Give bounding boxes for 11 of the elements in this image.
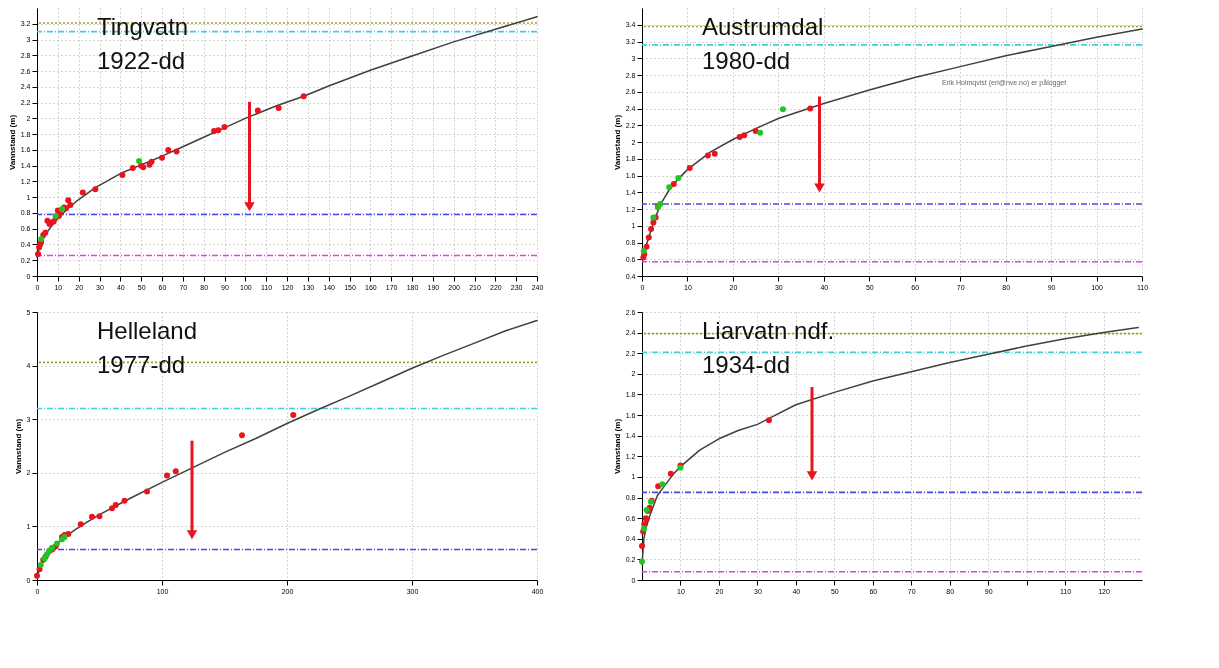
annotation: 1922-dd bbox=[97, 47, 186, 75]
annotation: Helleland bbox=[97, 317, 198, 345]
annotation: 1980-dd bbox=[702, 47, 791, 75]
annotation: Liarvatn ndf. bbox=[702, 317, 835, 345]
y-axis-title: Vannstand (m) bbox=[612, 114, 622, 171]
y-axis-title: Vannstand (m) bbox=[612, 418, 622, 475]
annotation: Austrumdal bbox=[702, 13, 824, 41]
annotation: 1934-dd bbox=[702, 351, 791, 379]
y-axis-title: Vannstand (m) bbox=[13, 418, 23, 475]
y-axis-title: Vannstand (m) bbox=[7, 114, 17, 171]
annotation: 1977-dd bbox=[97, 351, 186, 379]
